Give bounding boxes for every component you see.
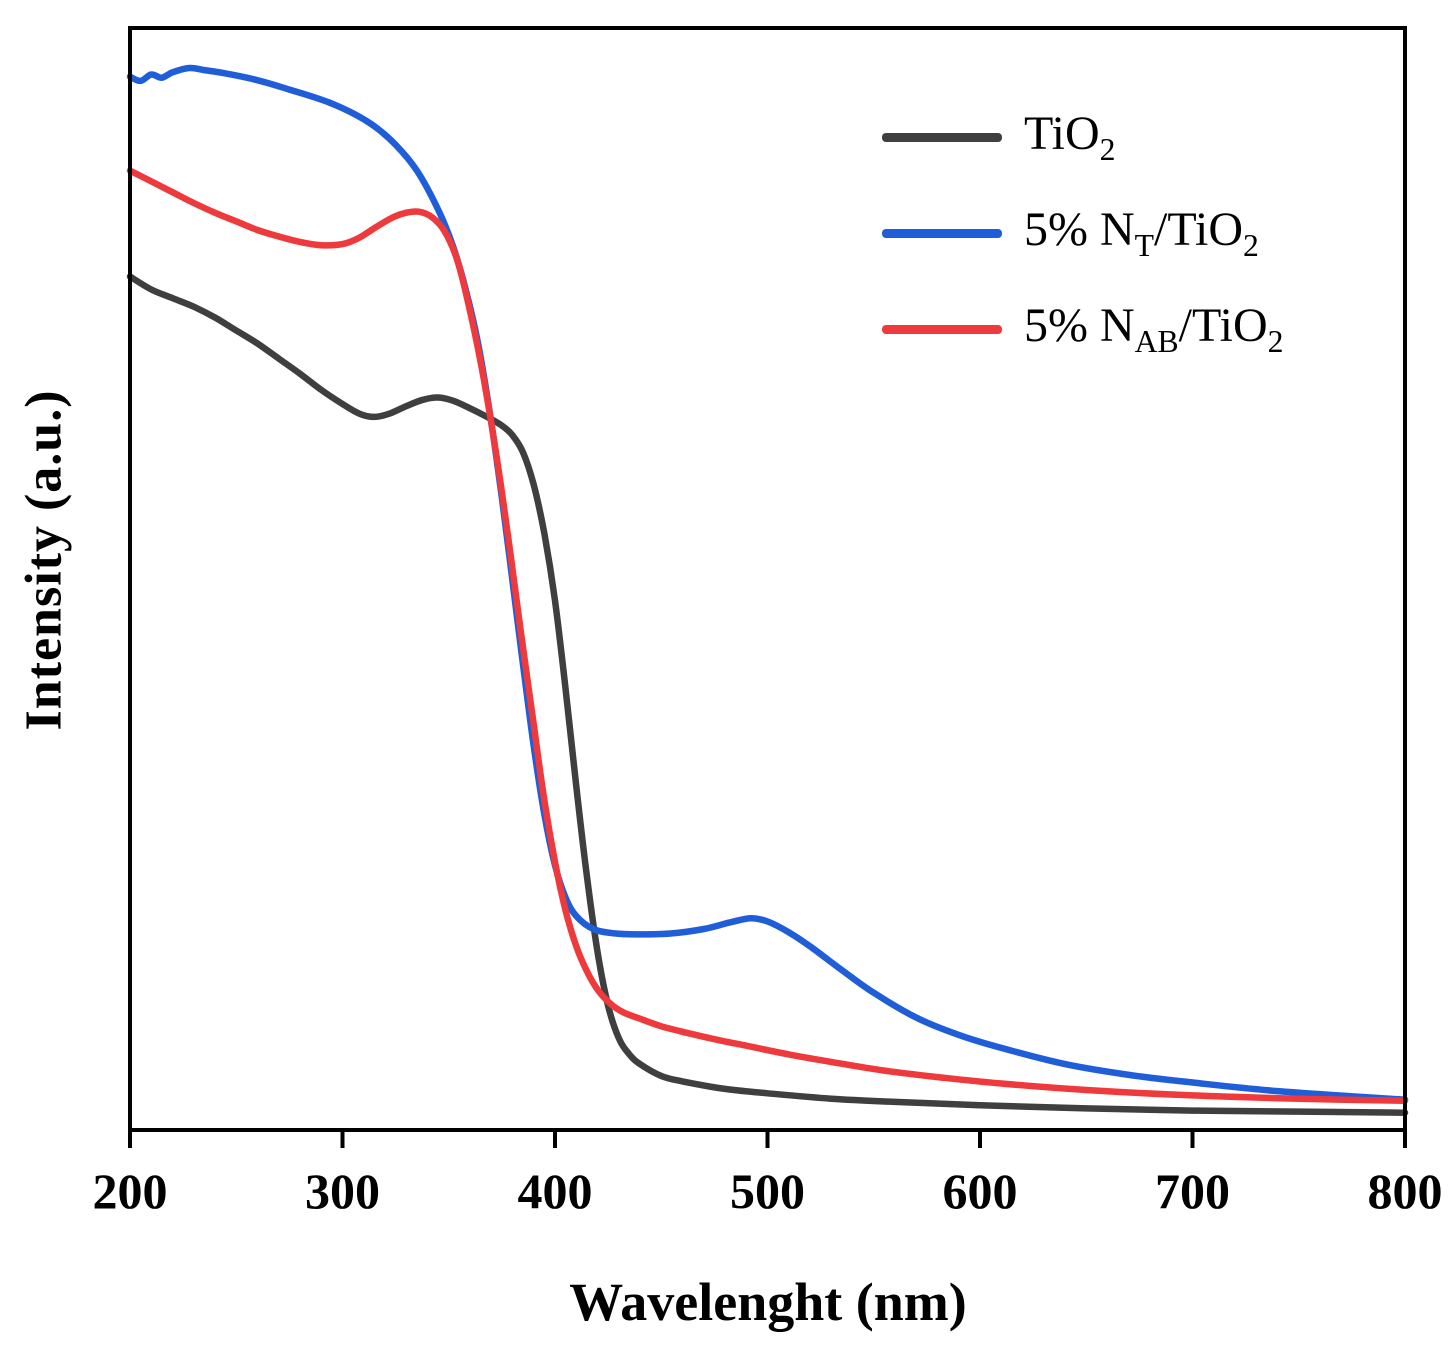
- legend-item: 5% NAB/TiO2: [882, 298, 1284, 360]
- legend-item: 5% NT/TiO2: [882, 202, 1283, 264]
- legend: TiO2 5% NT/TiO2 5% NAB/TiO2: [882, 107, 1284, 396]
- x-tick-label: 800: [1368, 1163, 1443, 1219]
- x-tick-label: 300: [305, 1163, 380, 1219]
- legend-label-text: 5% N: [1024, 298, 1135, 352]
- series-line-5-nab-tio2: [126, 167, 1409, 1105]
- x-tick-label: 700: [1155, 1163, 1230, 1219]
- legend-label-text: TiO: [1024, 107, 1100, 160]
- legend-label-subscript: T: [1134, 228, 1155, 263]
- legend-label-subscript: AB: [1134, 323, 1179, 359]
- x-tick-label: 200: [93, 1163, 168, 1219]
- x-tick-label: 500: [730, 1163, 805, 1219]
- y-axis-title: Intensity (a.u.): [15, 389, 73, 731]
- legend-label-text: /TiO: [1178, 298, 1268, 352]
- series-line-tio2: [126, 273, 1409, 1116]
- legend-label-text: /TiO: [1154, 202, 1243, 256]
- legend-label: 5% NAB/TiO2: [1024, 298, 1284, 360]
- legend-label-subscript: 2: [1099, 132, 1116, 168]
- x-tick-label: 400: [518, 1163, 593, 1219]
- legend-line-swatch: [882, 133, 1002, 143]
- legend-item: TiO2: [882, 107, 1283, 168]
- curves-group: [126, 64, 1409, 1116]
- x-axis-title: Wavelenght (nm): [569, 1272, 967, 1332]
- x-axis-ticks: 200 300 400 500 600 700 800: [93, 1130, 1443, 1219]
- legend-label-subscript: 2: [1267, 323, 1284, 359]
- legend-label-text: 5% N: [1024, 202, 1135, 256]
- x-tick-label: 600: [943, 1163, 1018, 1219]
- legend-label-subscript: 2: [1242, 228, 1259, 263]
- legend-line-swatch: [882, 229, 1002, 239]
- legend-line-swatch: [882, 325, 1002, 335]
- legend-label: TiO2: [1024, 107, 1116, 168]
- legend-label: 5% NT/TiO2: [1024, 202, 1259, 264]
